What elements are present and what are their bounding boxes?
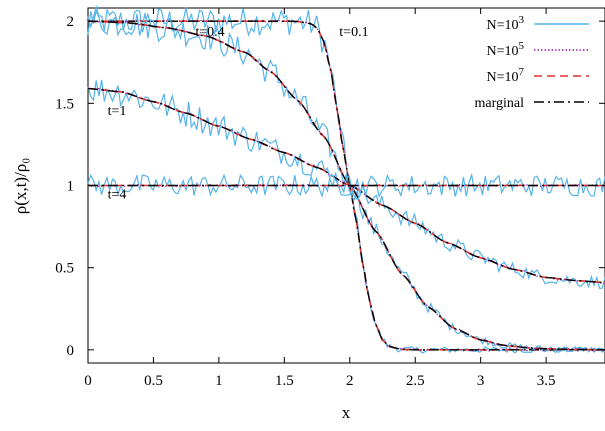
time-annotations: t=0.4 t=0.1 t=1 t=4 (108, 25, 369, 203)
legend-label: N=103 (486, 14, 524, 33)
x-tick-label: 1 (215, 373, 223, 389)
legend-label: marginal (474, 96, 524, 111)
x-tick-label: 0 (84, 373, 92, 389)
legend: N=103 N=105 N=107 marginal (474, 14, 589, 111)
annotation-t: t=4 (108, 188, 127, 203)
y-tick-label: 2 (67, 14, 75, 30)
y-tick-label: 0 (67, 343, 75, 359)
y-tick-label: 0.5 (55, 261, 74, 277)
annotation-t: t=0.4 (195, 25, 224, 40)
y-axis-label: ρ(x,t)/ρ₀ (11, 158, 30, 214)
x-tick-label: 2.5 (406, 373, 425, 389)
y-tick-label: 1.5 (55, 96, 74, 112)
x-tick-label: 3.5 (537, 373, 556, 389)
annotation-t: t=1 (108, 104, 127, 119)
series-n1e3-t1 (87, 79, 605, 290)
series-marginal-t1 (87, 87, 605, 284)
y-tick-label: 1 (67, 179, 75, 195)
series-marginal-t0.4 (87, 20, 605, 351)
x-tick-labels: 0 0.5 1 1.5 2 2.5 3 3.5 (84, 373, 555, 389)
y-tick-labels: 0 0.5 1 1.5 2 (55, 14, 74, 359)
data-curves (87, 4, 605, 354)
x-tick-label: 1.5 (275, 373, 294, 389)
x-axis-label: x (342, 403, 351, 422)
x-tick-label: 0.5 (144, 373, 163, 389)
annotation-t: t=0.1 (339, 25, 368, 40)
x-tick-label: 3 (477, 373, 485, 389)
legend-label: N=107 (486, 66, 524, 85)
series-n1e7-t1 (87, 87, 605, 284)
x-tick-label: 2 (346, 373, 354, 389)
series-n1e3-t4 (87, 172, 605, 199)
series-marginal-t0.1 (88, 20, 605, 351)
legend-label: N=105 (486, 40, 524, 59)
